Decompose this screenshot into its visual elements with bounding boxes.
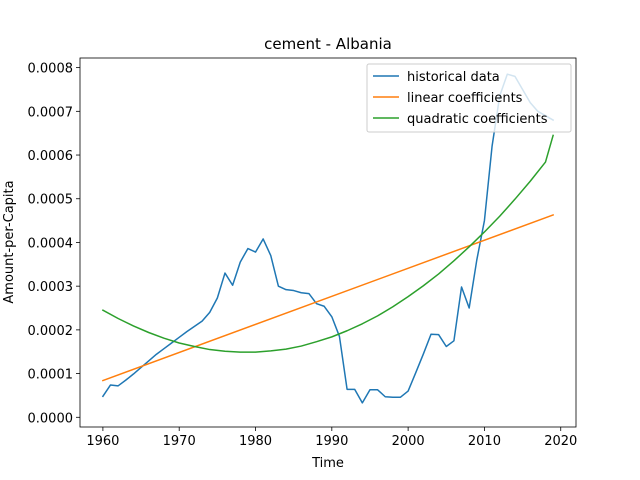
legend-label: historical data — [407, 70, 500, 85]
y-tick-label: 0.0006 — [28, 149, 74, 164]
x-tick-label: 2020 — [544, 434, 577, 449]
y-axis-title: Amount-per-Capita — [2, 180, 17, 303]
legend-box — [366, 63, 572, 133]
legend: historical data linear coefficients quadra… — [366, 63, 572, 133]
y-tick-label: 0.0002 — [28, 324, 74, 339]
legend-label: linear coefficients — [407, 91, 523, 106]
chart-title: cement - Albania — [264, 35, 392, 53]
x-axis-title: Time — [311, 456, 344, 471]
series-line-linear-coefficients — [101, 213, 555, 382]
x-tick-label: 1980 — [239, 434, 272, 449]
y-tick-label: 0.0000 — [28, 411, 74, 426]
x-tick-label: 1990 — [315, 434, 348, 449]
x-tick-label: 1970 — [163, 434, 196, 449]
y-tick-label: 0.0004 — [28, 236, 74, 251]
y-tick-label: 0.0005 — [28, 193, 74, 208]
series-line-quadratic-coefficients — [101, 134, 555, 353]
x-tick-label: 1960 — [86, 434, 119, 449]
y-tick-label: 0.0001 — [28, 368, 74, 383]
x-tick-label: 2010 — [468, 434, 501, 449]
series-line-historical-data — [101, 73, 555, 404]
legend-label: quadratic coefficients — [407, 112, 548, 127]
y-tick-label: 0.0008 — [28, 62, 74, 77]
x-tick-label: 2000 — [392, 434, 425, 449]
axes: 1960 1970 1980 1990 2000 2010 2020 0.0000 0.0001… — [28, 57, 577, 449]
y-tick-label: 0.0003 — [28, 280, 74, 295]
plot-area — [101, 73, 555, 404]
y-tick-label: 0.0007 — [28, 105, 74, 120]
